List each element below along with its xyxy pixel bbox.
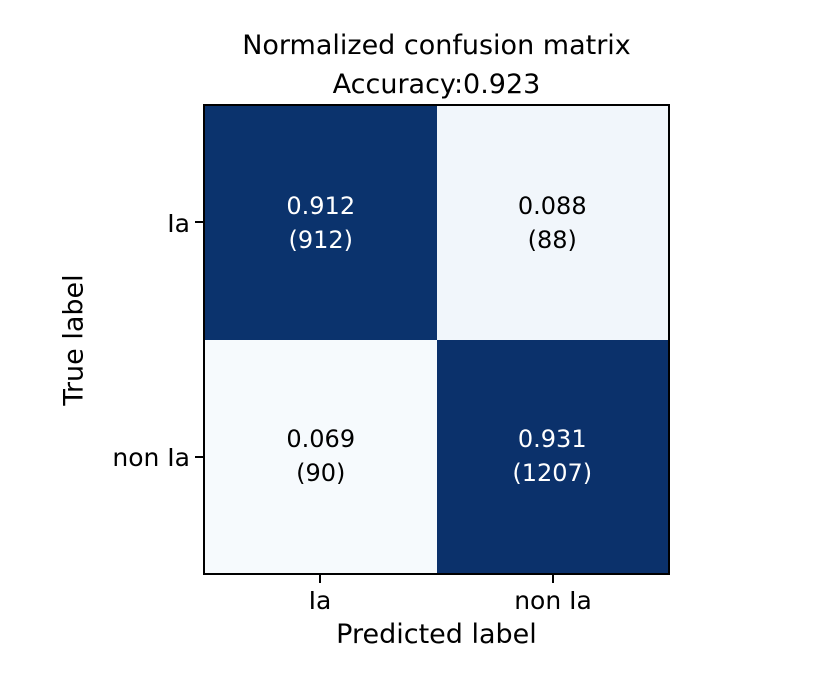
chart-title-accuracy: Accuracy:0.923 <box>332 69 541 100</box>
cell-count: (90) <box>296 459 346 488</box>
x-tick-label-nonia: non Ia <box>514 586 592 615</box>
cell-true-nonia-pred-nonia: 0.931 (1207) <box>436 339 668 573</box>
x-axis-title: Predicted label <box>336 619 537 650</box>
chart-title: Normalized confusion matrix Accuracy:0.9… <box>203 26 670 104</box>
x-tick-mark-ia <box>319 575 321 583</box>
cell-value: 0.931 <box>517 425 587 454</box>
cell-true-nonia-pred-ia: 0.069 (90) <box>205 339 437 573</box>
x-tick-label-ia: Ia <box>308 586 332 615</box>
y-tick-mark-ia <box>195 221 203 223</box>
heatmap-grid: 0.912 (912) 0.088 (88) 0.069 (90) 0.931 … <box>203 104 670 575</box>
cell-true-ia-pred-ia: 0.912 (912) <box>205 106 437 340</box>
cell-value: 0.069 <box>286 425 356 454</box>
cell-count: (88) <box>527 225 577 254</box>
cell-count: (1207) <box>512 459 593 488</box>
cell-true-ia-pred-nonia: 0.088 (88) <box>436 106 668 340</box>
cell-value: 0.912 <box>286 191 356 220</box>
y-tick-mark-nonia <box>195 456 203 458</box>
cell-value: 0.088 <box>517 191 587 220</box>
y-axis-title: True label <box>58 274 90 406</box>
x-tick-mark-nonia <box>552 575 554 583</box>
chart-title-line1: Normalized confusion matrix <box>242 30 631 61</box>
y-tick-label-ia: Ia <box>167 209 190 238</box>
y-tick-label-nonia: non Ia <box>112 443 190 472</box>
cell-count: (912) <box>288 225 354 254</box>
